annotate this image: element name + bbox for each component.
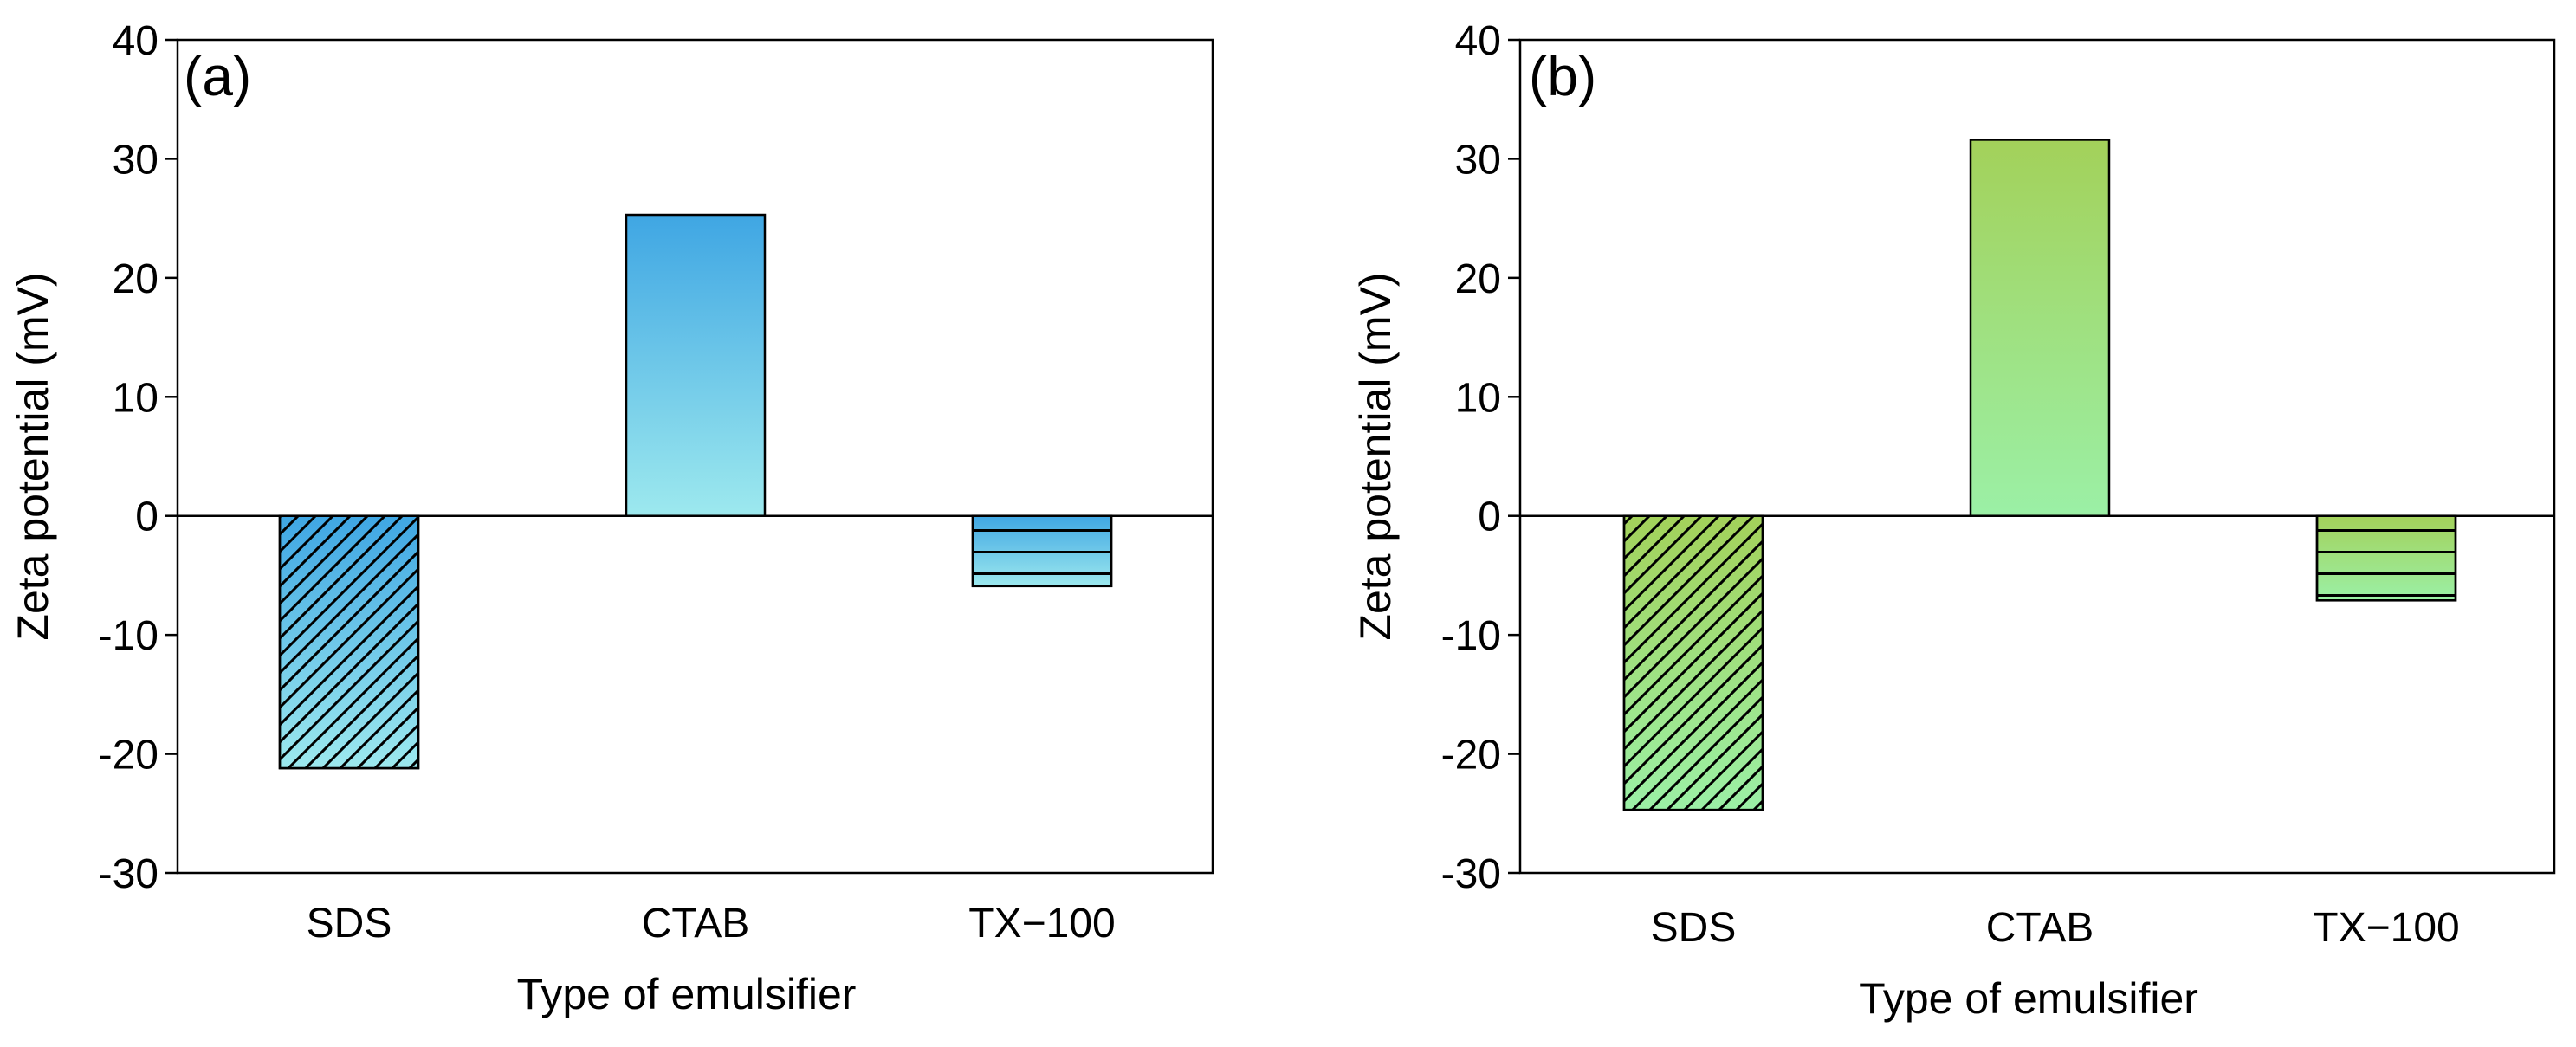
y-axis-label: Zeta potential (mV)	[1351, 272, 1400, 640]
y-tick-label: -20	[99, 733, 159, 779]
bar-hatch-sds	[1622, 514, 1764, 811]
y-tick-label: -30	[99, 851, 159, 897]
plot-frame	[176, 38, 1214, 875]
y-axis-label: Zeta potential (mV)	[9, 272, 57, 640]
y-tick-label: 20	[113, 256, 159, 302]
y-tick-label: -30	[1441, 851, 1501, 897]
x-tick-label: SDS	[1651, 905, 1737, 951]
y-tick-label: 0	[135, 494, 159, 540]
y-tick-label: 40	[1455, 18, 1501, 64]
panel-a: -30 -20 -10 0 10 20 30 40 SDS CTAB TX−100 Type of e…	[9, 18, 1214, 1018]
x-tick-label: TX−100	[2313, 905, 2459, 951]
bar-ctab	[625, 213, 767, 517]
y-tick-label: 40	[113, 18, 159, 64]
x-tick-label: SDS	[307, 901, 392, 947]
y-tick-label: 10	[1455, 375, 1501, 421]
y-tick-label: -10	[99, 613, 159, 659]
plot-frame	[1518, 38, 2556, 875]
y-tick-label: -20	[1441, 733, 1501, 779]
y-tick-label: 30	[113, 137, 159, 183]
bar-hatch-sds	[278, 514, 420, 770]
y-tick-label: -10	[1441, 613, 1501, 659]
panel-label: (a)	[184, 45, 251, 107]
x-tick-label: CTAB	[1986, 905, 2094, 951]
x-tick-label: CTAB	[642, 901, 749, 947]
y-tick-label: 30	[1455, 137, 1501, 183]
x-axis-label: Type of emulsifier	[1859, 974, 2198, 1023]
y-tick-label: 10	[113, 375, 159, 421]
bar-ctab	[1969, 139, 2111, 517]
panel-b: -30 -20 -10 0 10 20 30 40 SDS CTAB TX−100 Type of e…	[1351, 18, 2556, 1023]
y-tick-label: 20	[1455, 256, 1501, 302]
y-tick-label: 0	[1478, 494, 1501, 540]
bar-hatch-tx-100	[971, 514, 1113, 588]
x-tick-label: TX−100	[968, 901, 1115, 947]
x-axis-label: Type of emulsifier	[517, 970, 857, 1018]
panel-label: (b)	[1529, 45, 1596, 107]
bar-hatch-tx-100	[2315, 514, 2457, 602]
